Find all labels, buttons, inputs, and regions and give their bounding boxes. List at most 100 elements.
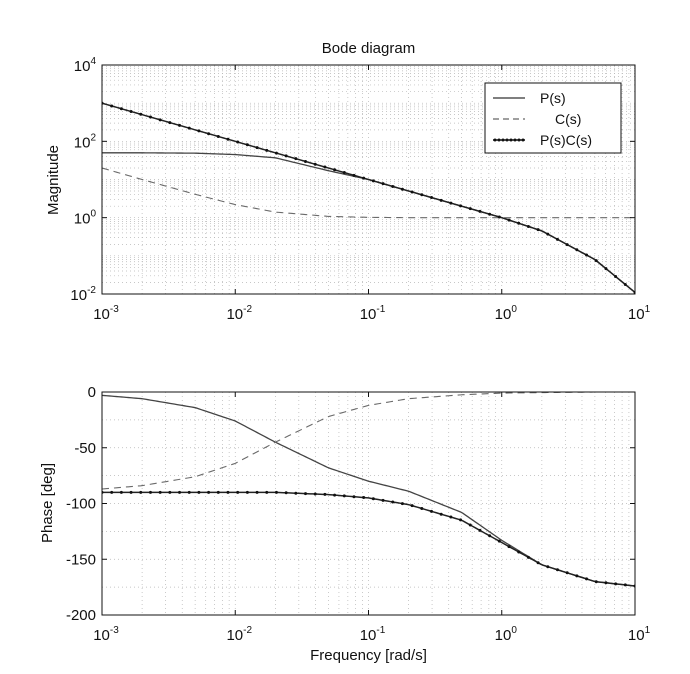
y-tick-label: -50 xyxy=(74,440,96,457)
series-marker-pc xyxy=(565,243,569,247)
series-marker-pc xyxy=(381,498,385,502)
series-marker-pc xyxy=(178,490,182,494)
series-marker-pc xyxy=(478,209,482,213)
x-tick-label: 100 xyxy=(495,625,518,644)
series-marker-pc xyxy=(400,187,404,191)
series-marker-pc xyxy=(158,490,162,494)
series-marker-pc xyxy=(226,137,230,141)
phase-y-axis-label: Phase [deg] xyxy=(39,463,56,543)
series-marker-pc xyxy=(497,215,501,219)
series-marker-pc xyxy=(304,159,308,163)
series-marker-pc xyxy=(410,504,414,508)
series-marker-pc xyxy=(158,118,162,122)
series-marker-pc xyxy=(236,140,240,144)
legend-marker xyxy=(517,138,521,142)
series-marker-pc xyxy=(488,212,492,216)
series-marker-pc xyxy=(468,523,472,527)
legend-label-p: P(s) xyxy=(540,90,566,106)
series-marker-pc xyxy=(594,580,598,584)
y-tick-label: 100 xyxy=(74,209,97,228)
series-marker-pc xyxy=(362,176,366,180)
series-marker-pc xyxy=(187,126,191,130)
series-marker-pc xyxy=(604,267,608,271)
series-marker-pc xyxy=(226,490,230,494)
series-marker-pc xyxy=(284,491,288,495)
series-marker-pc xyxy=(468,207,472,211)
series-marker-pc xyxy=(391,500,395,504)
series-marker-pc xyxy=(488,534,492,538)
y-tick-label: 10-2 xyxy=(70,285,96,304)
series-marker-pc xyxy=(216,134,220,138)
series-marker-pc xyxy=(555,568,559,572)
legend-markers-pc xyxy=(493,138,525,142)
phase-grid xyxy=(102,392,635,615)
series-marker-pc xyxy=(400,502,404,506)
series-marker-pc xyxy=(449,515,453,519)
series-marker-pc xyxy=(148,115,152,119)
series-marker-pc xyxy=(507,545,511,549)
series-marker-pc xyxy=(420,193,424,197)
series-marker-pc xyxy=(110,104,114,108)
series-marker-pc xyxy=(429,196,433,200)
legend-marker xyxy=(505,138,509,142)
series-line-cs xyxy=(102,392,635,490)
series-marker-pc xyxy=(526,224,530,228)
series-marker-pc xyxy=(575,248,579,252)
series-marker-pc xyxy=(168,490,172,494)
series-marker-pc xyxy=(459,204,463,208)
series-line-pscs xyxy=(102,102,635,293)
series-marker-pc xyxy=(614,275,618,279)
series-marker-pc xyxy=(207,132,211,136)
series-marker-pc xyxy=(575,574,579,578)
series-marker-pc xyxy=(255,490,259,494)
series-marker-pc xyxy=(216,490,220,494)
series-marker-pc xyxy=(197,490,201,494)
x-tick-label: 10-3 xyxy=(93,304,119,323)
series-marker-pc xyxy=(274,151,278,155)
series-marker-pc xyxy=(555,237,559,241)
series-line-pscs xyxy=(102,491,635,587)
series-marker-pc xyxy=(410,190,414,194)
phase-series xyxy=(102,392,635,588)
x-tick-label: 101 xyxy=(628,625,651,644)
x-tick-label: 10-2 xyxy=(226,304,252,323)
series-marker-pc xyxy=(352,495,356,499)
series-marker-pc xyxy=(265,490,269,494)
series-marker-pc xyxy=(585,253,589,257)
series-marker-pc xyxy=(265,148,269,152)
series-marker-pc xyxy=(178,123,182,127)
legend-label-pc: P(s)C(s) xyxy=(540,132,592,148)
series-marker-pc xyxy=(536,228,540,232)
legend-marker xyxy=(513,138,517,142)
magnitude-series xyxy=(102,101,635,294)
series-marker-pc xyxy=(352,173,356,177)
magnitude-title: Bode diagram xyxy=(322,40,415,57)
series-marker-pc xyxy=(197,129,201,133)
magnitude-plot: Bode diagram 10-3 10-2 10-1 100 10110-210010… xyxy=(45,40,651,323)
series-marker-pc xyxy=(459,518,463,522)
series-marker-pc xyxy=(371,179,375,183)
phase-plot: 10-3 10-2 10-1 100 101 0 -50 -100 -150 -200 Phase… xyxy=(39,384,651,664)
magnitude-grid xyxy=(102,65,635,294)
legend: P(s) C(s) P(s)C(s) xyxy=(484,82,622,154)
series-marker-pc xyxy=(594,259,598,263)
series-marker-pc xyxy=(623,282,627,286)
series-marker-pc xyxy=(429,509,433,513)
x-axis-label: Frequency [rad/s] xyxy=(310,647,427,664)
legend-marker xyxy=(501,138,505,142)
series-marker-pc xyxy=(323,492,327,496)
series-marker-pc xyxy=(507,218,511,222)
series-marker-pc xyxy=(517,550,521,554)
series-marker-pc xyxy=(439,512,443,516)
x-tick-label: 10-2 xyxy=(226,625,252,644)
series-marker-pc xyxy=(148,490,152,494)
series-marker-pc xyxy=(129,109,133,113)
legend-marker xyxy=(509,138,513,142)
series-marker-pc xyxy=(304,492,308,496)
series-marker-pc xyxy=(119,107,123,111)
series-marker-pc xyxy=(236,490,240,494)
magnitude-y-axis-label: Magnitude xyxy=(45,145,62,215)
series-marker-pc xyxy=(478,528,482,532)
series-marker-pc xyxy=(497,539,501,543)
